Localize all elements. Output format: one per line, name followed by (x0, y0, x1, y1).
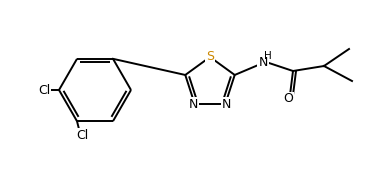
Text: N: N (189, 97, 199, 110)
Text: O: O (283, 93, 293, 106)
Text: Cl: Cl (38, 83, 50, 96)
Text: N: N (221, 97, 231, 110)
Text: Cl: Cl (76, 129, 88, 142)
Text: N: N (258, 56, 268, 69)
Text: H: H (264, 51, 272, 61)
Text: S: S (206, 50, 214, 63)
